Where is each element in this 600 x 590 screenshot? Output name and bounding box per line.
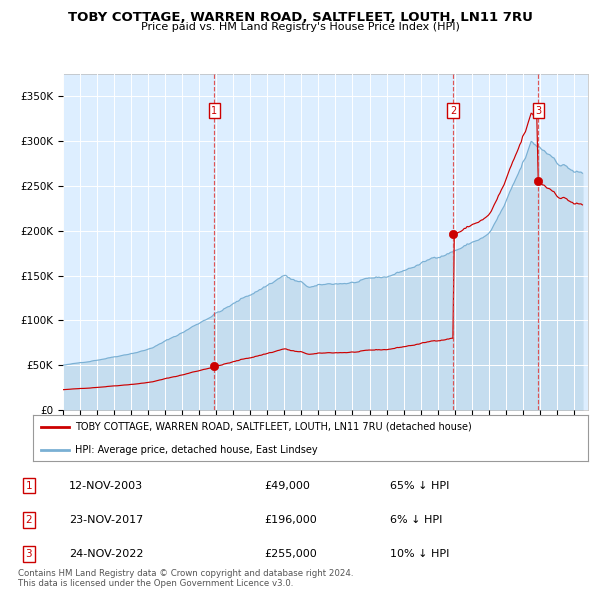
Text: 3: 3 bbox=[535, 106, 541, 116]
Text: Price paid vs. HM Land Registry's House Price Index (HPI): Price paid vs. HM Land Registry's House … bbox=[140, 22, 460, 32]
Text: 65% ↓ HPI: 65% ↓ HPI bbox=[390, 481, 449, 490]
Text: 1: 1 bbox=[211, 106, 217, 116]
Text: 12-NOV-2003: 12-NOV-2003 bbox=[69, 481, 143, 490]
Text: 10% ↓ HPI: 10% ↓ HPI bbox=[390, 549, 449, 559]
Text: HPI: Average price, detached house, East Lindsey: HPI: Average price, detached house, East… bbox=[74, 445, 317, 455]
Text: 2: 2 bbox=[25, 515, 32, 525]
Text: 2: 2 bbox=[450, 106, 456, 116]
Text: 1: 1 bbox=[25, 481, 32, 490]
Text: 23-NOV-2017: 23-NOV-2017 bbox=[69, 515, 143, 525]
Text: 3: 3 bbox=[25, 549, 32, 559]
Text: £196,000: £196,000 bbox=[264, 515, 317, 525]
Text: Contains HM Land Registry data © Crown copyright and database right 2024.
This d: Contains HM Land Registry data © Crown c… bbox=[18, 569, 353, 588]
Text: £255,000: £255,000 bbox=[264, 549, 317, 559]
Text: 6% ↓ HPI: 6% ↓ HPI bbox=[390, 515, 442, 525]
Text: TOBY COTTAGE, WARREN ROAD, SALTFLEET, LOUTH, LN11 7RU: TOBY COTTAGE, WARREN ROAD, SALTFLEET, LO… bbox=[68, 11, 532, 24]
Text: £49,000: £49,000 bbox=[264, 481, 310, 490]
Text: 24-NOV-2022: 24-NOV-2022 bbox=[69, 549, 143, 559]
Text: TOBY COTTAGE, WARREN ROAD, SALTFLEET, LOUTH, LN11 7RU (detached house): TOBY COTTAGE, WARREN ROAD, SALTFLEET, LO… bbox=[74, 422, 472, 432]
